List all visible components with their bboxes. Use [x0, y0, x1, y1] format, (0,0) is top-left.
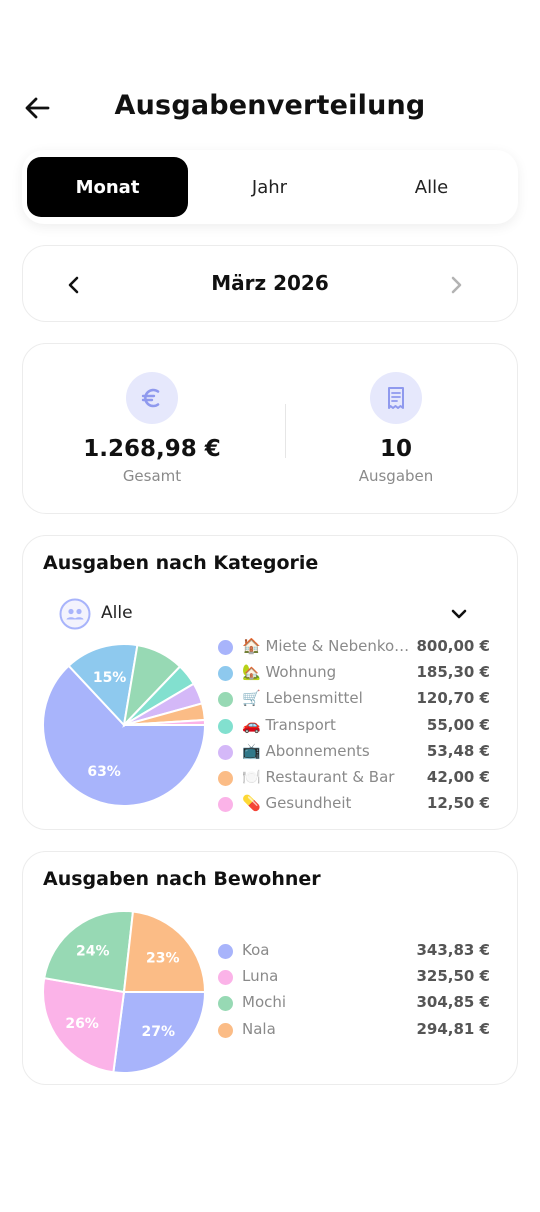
legend-value: 304,85 € — [416, 993, 490, 1012]
filter-selected-value: Alle — [101, 603, 133, 623]
legend-item: Koa 343,83 € — [218, 939, 490, 963]
pie-slice — [122, 910, 207, 993]
month-navigator: März 2026 — [22, 245, 518, 322]
legend-item: 🚗 Transport 55,00 € — [218, 714, 490, 738]
total-label: Gesamt — [122, 467, 182, 485]
pie-slice — [42, 664, 207, 807]
legend-label: Koa — [242, 941, 270, 959]
header: Ausgabenverteilung — [0, 84, 540, 132]
legend-color-dot — [218, 970, 233, 986]
tab-month[interactable]: Monat — [27, 157, 188, 217]
summary-divider — [285, 404, 286, 458]
legend-value: 800,00 € — [416, 637, 490, 655]
legend-value: 294,81 € — [416, 1019, 490, 1038]
resident-filter-dropdown[interactable]: Alle — [59, 596, 469, 630]
category-section-title: Ausgaben nach Kategorie — [43, 552, 319, 574]
legend-color-dot — [218, 1022, 233, 1038]
legend-label: Nala — [242, 1019, 276, 1038]
next-month-button[interactable] — [441, 270, 471, 300]
category-legend: 🏠 Miete & Nebenkos... 800,00 € 🏡 Wohnung 18… — [218, 635, 490, 825]
pie-slice — [43, 910, 135, 994]
pie-slice-label: 26% — [65, 1016, 99, 1032]
legend-item: Nala 294,81 € — [218, 1018, 490, 1042]
legend-label: 🚗 Transport — [242, 715, 336, 734]
legend-value: 42,00 € — [426, 768, 490, 786]
expense-count: 10 — [379, 436, 412, 462]
chevron-left-icon — [68, 276, 79, 294]
legend-color-dot — [218, 797, 233, 813]
legend-color-dot — [218, 771, 233, 786]
page-title: Ausgabenverteilung — [114, 90, 426, 121]
summary-card: 1.268,98 € Gesamt 10 Ausgaben — [22, 343, 518, 514]
legend-value: 55,00 € — [426, 715, 490, 734]
legend-item: Luna 325,50 € — [218, 965, 490, 989]
legend-label: 🛒 Lebensmittel — [242, 689, 363, 708]
legend-item: 🍽️ Restaurant & Bar 42,00 € — [218, 766, 490, 790]
period-segmented-control: Monat Jahr Alle — [22, 150, 518, 224]
legend-item: 💊 Gesundheit 12,50 € — [218, 792, 490, 816]
legend-value: 120,70 € — [416, 689, 490, 708]
legend-label: 🏠 Miete & Nebenkos... — [242, 637, 414, 655]
legend-color-dot — [218, 718, 233, 734]
legend-value: 185,30 € — [416, 663, 490, 682]
legend-item: 🛒 Lebensmittel 120,70 € — [218, 687, 490, 711]
category-pie-chart: 63% 15% — [42, 643, 207, 807]
receipt-icon — [370, 372, 422, 424]
legend-value: 325,50 € — [416, 967, 490, 986]
legend-item: Mochi 304,85 € — [218, 991, 490, 1015]
legend-color-dot — [218, 944, 233, 959]
legend-color-dot — [218, 666, 233, 682]
pie-slice-label: 15% — [93, 670, 127, 686]
legend-label: 📺 Abonnements — [242, 741, 370, 760]
legend-value: 343,83 € — [416, 941, 490, 959]
pie-slice — [123, 718, 207, 726]
legend-item: 📺 Abonnements 53,48 € — [218, 740, 490, 764]
legend-label: Luna — [242, 967, 279, 986]
euro-icon — [126, 372, 178, 424]
pie-slice-label: 24% — [76, 943, 110, 959]
resident-pie-chart: 27% 26% 24% 23% — [42, 910, 207, 1074]
back-button[interactable] — [22, 92, 54, 124]
resident-section-title: Ausgaben nach Bewohner — [43, 868, 321, 890]
legend-item: 🏡 Wohnung 185,30 € — [218, 661, 490, 685]
pie-slice — [67, 643, 139, 728]
tab-all[interactable]: Alle — [414, 176, 449, 198]
expense-count-label: Ausgaben — [358, 467, 434, 485]
legend-label: 🏡 Wohnung — [242, 663, 337, 682]
category-breakdown-card: Ausgaben nach Kategorie Alle 63% 15% 🏠 Mi… — [22, 535, 518, 830]
resident-legend: Koa 343,83 € Luna 325,50 € Mochi 304,85 € Nala… — [218, 939, 490, 1049]
legend-label: 🍽️ Restaurant & Bar — [242, 768, 395, 786]
tab-year[interactable]: Jahr — [251, 176, 288, 198]
legend-value: 53,48 € — [426, 741, 490, 760]
legend-color-dot — [218, 640, 233, 655]
previous-month-button[interactable] — [59, 270, 89, 300]
pie-slice-label: 63% — [87, 764, 121, 780]
legend-color-dot — [218, 996, 233, 1012]
arrow-left-icon — [25, 97, 50, 119]
legend-item: 🏠 Miete & Nebenkos... 800,00 € — [218, 635, 490, 659]
legend-value: 12,50 € — [426, 794, 490, 813]
chevron-right-icon — [451, 276, 462, 294]
current-month-label: März 2026 — [211, 271, 329, 295]
resident-breakdown-card: Ausgaben nach Bewohner 27% 26% 24% 23% Koa 3… — [22, 851, 518, 1085]
legend-color-dot — [218, 744, 233, 760]
total-amount: 1.268,98 € — [83, 436, 221, 462]
legend-color-dot — [218, 692, 233, 708]
pie-slice — [112, 991, 207, 1074]
group-icon — [59, 598, 91, 630]
pie-slice-label: 27% — [142, 1024, 176, 1040]
legend-label: Mochi — [242, 993, 287, 1012]
pie-slice — [42, 976, 126, 1074]
pie-slice-label: 23% — [146, 950, 180, 966]
chevron-down-icon — [449, 604, 469, 624]
legend-label: 💊 Gesundheit — [242, 794, 352, 813]
